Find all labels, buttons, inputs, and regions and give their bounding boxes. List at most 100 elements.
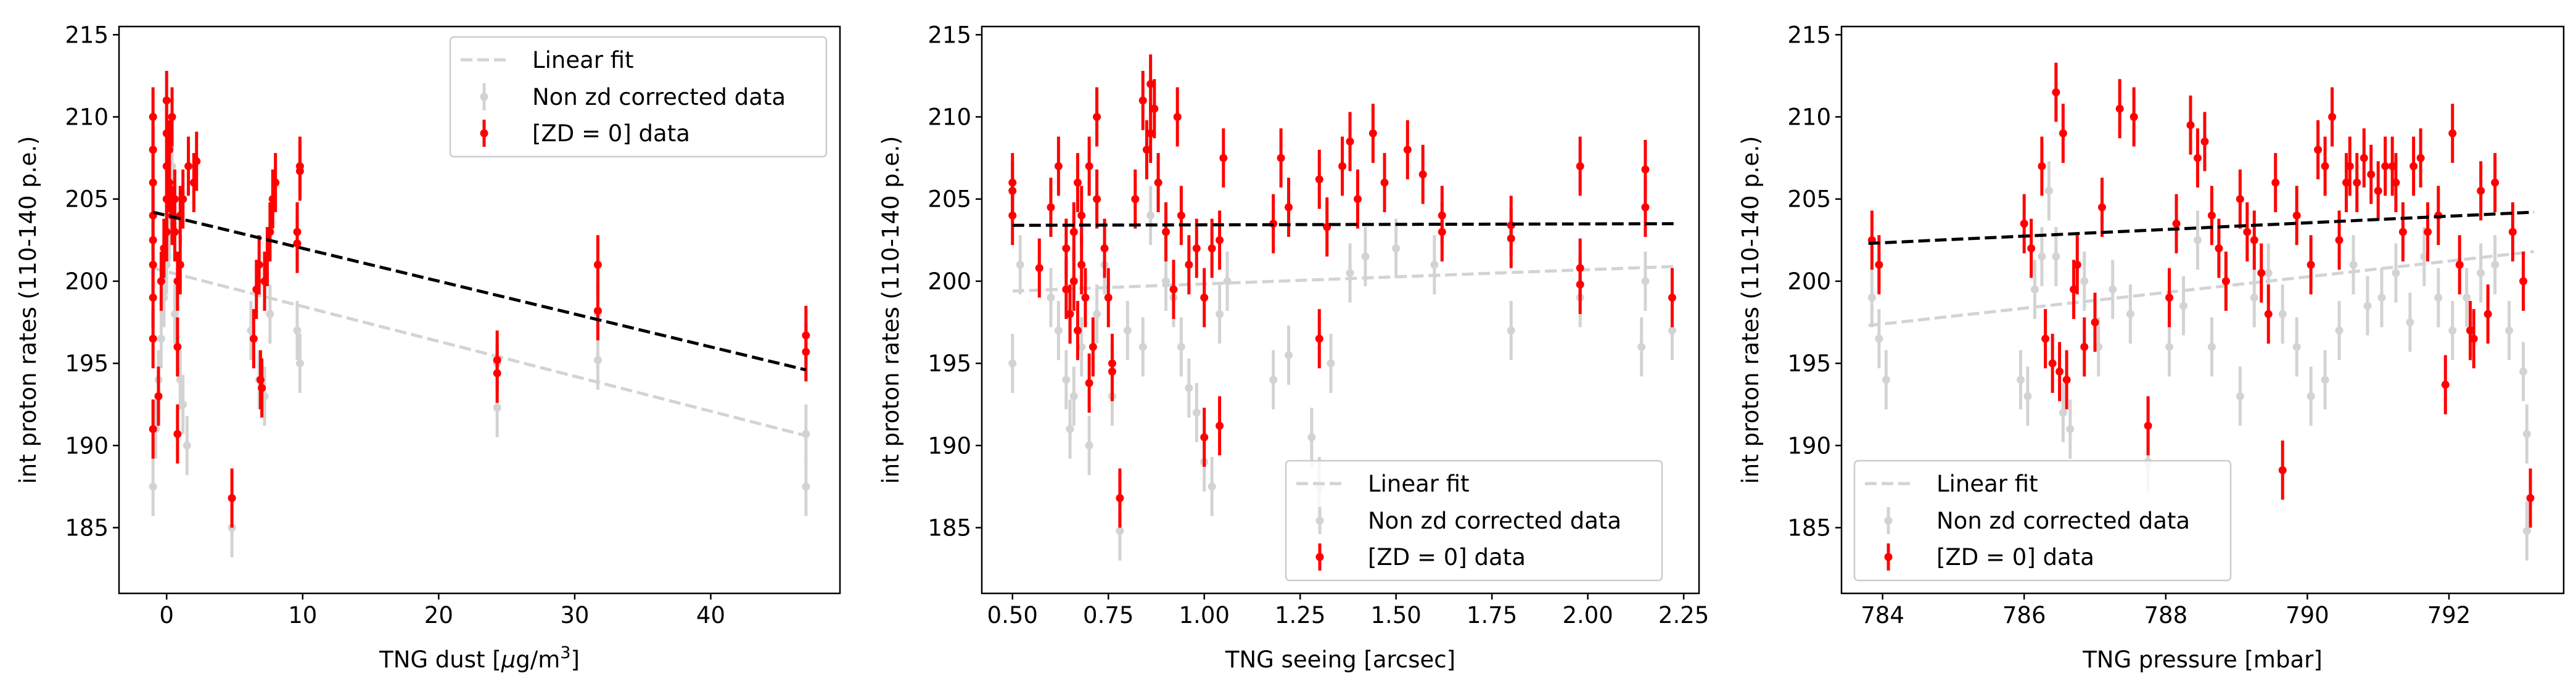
- red-point-55: [2448, 104, 2457, 163]
- grey-point-29: [2349, 235, 2358, 295]
- red-point-57-marker: [1418, 170, 1427, 179]
- grey-point-35-marker: [1507, 326, 1515, 335]
- grey-point-19-marker: [2207, 342, 2216, 351]
- red-point-60-marker: [2483, 310, 2492, 318]
- red-point-51-marker: [1338, 162, 1347, 170]
- grey-point-0-marker: [149, 482, 157, 491]
- red-point-33: [2278, 440, 2287, 500]
- grey-point-16-marker: [2165, 342, 2174, 351]
- red-point-56: [2455, 235, 2464, 295]
- grey-point-9-marker: [2059, 408, 2067, 417]
- red-point-21-marker: [170, 228, 179, 236]
- red-point-28: [2243, 202, 2252, 262]
- red-point-9: [2059, 104, 2067, 163]
- red-point-41: [1208, 218, 1216, 278]
- grey-point-23: [1208, 456, 1216, 516]
- grey-point-24-marker: [1216, 310, 1224, 318]
- red-point-50-marker: [2409, 162, 2418, 170]
- legend-grey-marker: [480, 93, 488, 101]
- grey-point-12-marker: [179, 400, 187, 409]
- red-point-20: [2172, 194, 2181, 254]
- x-axis-label-mu: μ: [501, 646, 516, 673]
- red-point-27-marker: [2236, 195, 2244, 204]
- red-point-24: [173, 317, 182, 377]
- legend: Linear fit Non zd corrected data [ZD = 0] …: [449, 36, 828, 158]
- red-point-37: [1185, 235, 1193, 295]
- red-point-25: [1116, 468, 1124, 528]
- y-tick-label: 215: [1787, 22, 1831, 48]
- red-point-36-marker: [1177, 211, 1185, 220]
- red-point-4-marker: [1047, 203, 1055, 212]
- red-point-33: [249, 309, 258, 369]
- red-point-52-marker: [2424, 228, 2432, 236]
- red-point-63: [2519, 251, 2528, 311]
- red-point-49-marker: [2398, 228, 2407, 236]
- grey-point-42: [2522, 404, 2531, 464]
- red-point-24-marker: [173, 342, 182, 351]
- red-point-31-marker: [192, 157, 201, 165]
- grey-point-37-marker: [2463, 294, 2471, 302]
- y-tick-label: 185: [65, 514, 109, 541]
- red-point-49-marker: [1315, 175, 1323, 184]
- grey-point-0: [1008, 334, 1017, 394]
- grey-point-13-marker: [183, 441, 191, 450]
- grey-point-41: [2519, 342, 2528, 402]
- red-point-19-marker: [1093, 113, 1101, 122]
- grey-point-13: [2109, 260, 2117, 320]
- grey-point-32: [2392, 243, 2400, 303]
- grey-point-3-marker: [2016, 376, 2025, 384]
- red-point-48-marker: [2392, 178, 2400, 187]
- red-point-56-marker: [1403, 146, 1412, 154]
- red-point-27: [2236, 169, 2244, 229]
- red-point-35: [255, 235, 263, 295]
- grey-point-28: [1307, 407, 1316, 467]
- red-point-6-marker: [1062, 244, 1071, 253]
- red-point-61: [1507, 208, 1515, 268]
- fit-line-black: [152, 210, 807, 372]
- grey-point-30: [2363, 276, 2372, 336]
- y-tick-label: 205: [65, 186, 109, 213]
- red-point-5-marker: [2041, 334, 2050, 343]
- x-tick-label: 784: [1861, 602, 1904, 629]
- red-point-40: [266, 202, 274, 262]
- grey-point-24-marker: [2278, 310, 2287, 318]
- grey-point-20-marker: [1185, 384, 1193, 392]
- red-point-31: [1150, 79, 1159, 139]
- red-point-43: [2360, 128, 2368, 188]
- grey-point-13-marker: [2109, 285, 2117, 294]
- legend-entry: Non zd corrected data: [532, 84, 786, 110]
- red-point-22-marker: [1104, 294, 1113, 302]
- red-point-26: [1131, 169, 1140, 229]
- red-point-10: [157, 251, 165, 311]
- grey-point-4-marker: [1062, 376, 1071, 384]
- red-point-44: [1219, 128, 1228, 188]
- red-point-53: [1353, 169, 1362, 229]
- red-point-40-marker: [266, 228, 274, 236]
- x-tick-label: 2.25: [1658, 602, 1709, 629]
- grey-point-22-marker: [2250, 294, 2258, 302]
- red-point-18: [165, 120, 174, 179]
- y-axis-label: int proton rates (110-140 p.e.): [15, 136, 41, 484]
- red-point-9-marker: [1069, 228, 1078, 236]
- fit-line-grey: [1868, 250, 2535, 328]
- red-point-30-marker: [1146, 129, 1155, 138]
- red-point-28-marker: [1142, 146, 1151, 154]
- grey-point-13: [183, 416, 191, 476]
- chart-2: 0.50 0.75 1.00 1.25 1.50 1.75 2.00 2.25 185 190 19…: [878, 22, 1709, 673]
- grey-point-8: [1085, 416, 1093, 476]
- grey-point-1: [1016, 235, 1024, 295]
- x-axis-label-end: ]: [570, 646, 579, 673]
- grey-point-0: [149, 456, 157, 516]
- red-point-46-marker: [1277, 154, 1285, 162]
- red-point-7: [2052, 62, 2060, 122]
- red-point-39-marker: [2335, 236, 2344, 244]
- grey-point-8-marker: [1085, 441, 1093, 450]
- red-point-30-marker: [2257, 269, 2266, 278]
- red-point-25: [2215, 218, 2223, 278]
- red-point-53-marker: [1353, 195, 1362, 204]
- red-point-56: [1403, 120, 1412, 179]
- red-point-11-marker: [1073, 178, 1082, 187]
- red-point-39: [2335, 210, 2344, 270]
- grey-point-2: [1047, 268, 1055, 328]
- x-tick-label: 0.75: [1083, 602, 1134, 629]
